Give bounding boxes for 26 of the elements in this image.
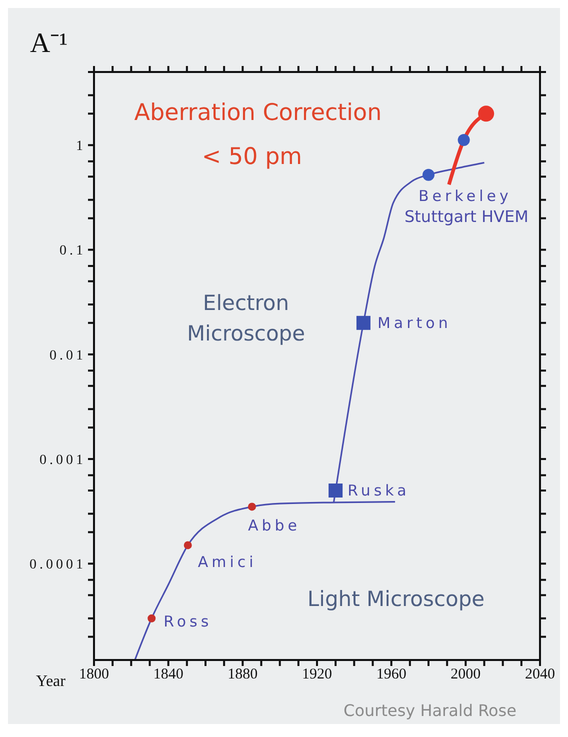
annotation: < 50 pm <box>202 144 302 170</box>
x-tick-label: 1920 <box>302 666 332 683</box>
annotation: Berkeley <box>418 186 512 205</box>
x-tick-label: 2000 <box>450 666 481 683</box>
y-tick-label: 0.0001 <box>30 558 86 573</box>
y-tick-label: 0.01 <box>50 348 86 364</box>
x-tick-label: 1800 <box>79 666 109 683</box>
annotation: Ross <box>164 612 212 630</box>
annotation: Electron Microscope <box>186 291 306 346</box>
text: Courtesy Harald Rose <box>344 701 516 720</box>
y-tick-label: 0.001 <box>40 452 86 468</box>
annotation: Marton <box>377 314 452 332</box>
annotation: Amici <box>198 553 257 572</box>
x-tick-label: 2040 <box>525 666 555 683</box>
annotation: Aberration Correction <box>134 100 382 126</box>
annotation: Light Microscope <box>307 587 485 611</box>
x-axis-title: Year <box>36 673 66 690</box>
y-tick-label: 1 <box>76 139 86 154</box>
y-tick-label: 0.1 <box>60 244 86 259</box>
annotation: Ruska <box>348 482 410 500</box>
annotation: Stuttgart HVEM <box>404 206 528 226</box>
x-tick-label: 1840 <box>153 666 184 683</box>
x-tick-label: 1960 <box>376 666 406 683</box>
x-tick-label: 1880 <box>228 666 258 683</box>
y-axis-title: A⁻¹ <box>30 28 68 59</box>
annotation: Abbe <box>248 516 301 535</box>
